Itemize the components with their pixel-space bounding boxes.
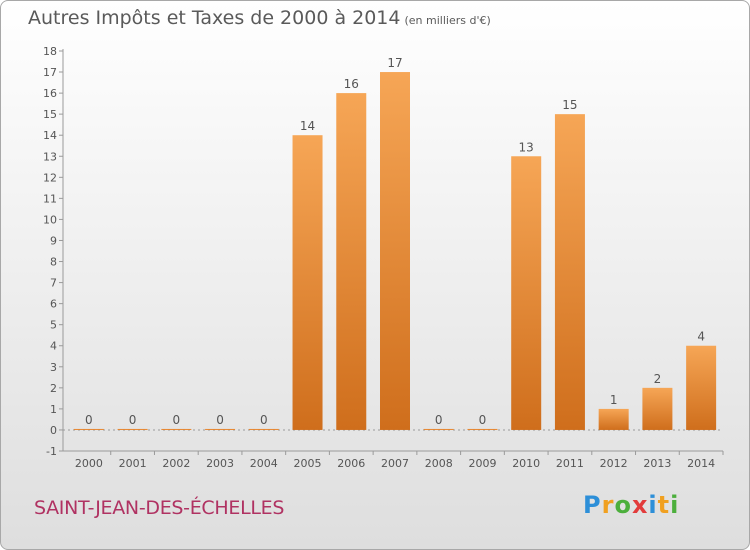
bar	[511, 156, 542, 430]
y-tick-label: 4	[50, 340, 57, 353]
bar	[73, 428, 104, 430]
x-tick-label: 2013	[643, 457, 671, 470]
x-tick-label: 2009	[468, 457, 496, 470]
x-tick-label: 2005	[294, 457, 322, 470]
x-tick-label: 2011	[556, 457, 584, 470]
x-tick-label: 2012	[600, 457, 628, 470]
y-tick-label: 13	[43, 150, 57, 163]
y-tick-label: 1	[50, 403, 57, 416]
x-tick-label: 2000	[75, 457, 103, 470]
x-tick-label: 2003	[206, 457, 234, 470]
y-tick-label: 15	[43, 108, 57, 121]
x-tick-label: 2007	[381, 457, 409, 470]
bar	[642, 387, 673, 430]
data-label: 1	[610, 393, 618, 407]
y-tick-label: 3	[50, 361, 57, 374]
logo-letter: r	[601, 491, 615, 519]
bar	[117, 428, 148, 430]
y-tick-label: 14	[43, 129, 57, 142]
bar	[248, 428, 279, 430]
logo-letter: x	[631, 491, 649, 519]
bar	[380, 72, 410, 430]
data-label: 13	[519, 140, 534, 154]
data-label: 17	[387, 56, 402, 70]
y-tick-label: 2	[50, 382, 57, 395]
logo-letter: o	[614, 491, 632, 519]
bar	[467, 428, 498, 430]
x-tick-label: 2002	[162, 457, 190, 470]
data-label: 0	[173, 413, 181, 427]
y-tick-label: 8	[50, 256, 57, 269]
data-label: 2	[654, 372, 662, 386]
y-tick-label: 16	[43, 87, 57, 100]
y-tick-label: 18	[43, 45, 57, 58]
data-label: 4	[697, 330, 705, 344]
chart-title-main: Autres Impôts et Taxes de 2000 à 2014	[28, 7, 401, 29]
bar	[205, 428, 236, 430]
x-tick-label: 2004	[250, 457, 278, 470]
data-label: 0	[435, 413, 443, 427]
proxiti-logo[interactable]: Proxiti	[583, 491, 679, 519]
y-tick-label: 17	[43, 66, 57, 79]
y-tick-label: 9	[50, 234, 57, 247]
data-label: 0	[85, 413, 93, 427]
chart-title-unit: (en milliers d'€)	[404, 14, 491, 27]
data-label: 0	[260, 413, 268, 427]
y-tick-label: 6	[50, 298, 57, 311]
bar	[161, 428, 192, 430]
bar	[554, 114, 585, 430]
bar	[336, 93, 367, 430]
chart-title: Autres Impôts et Taxes de 2000 à 2014 (en…	[28, 7, 491, 29]
x-tick-label: 2001	[119, 457, 147, 470]
bar	[686, 345, 717, 430]
data-label: 0	[479, 413, 487, 427]
data-label: 0	[216, 413, 224, 427]
x-tick-label: 2014	[687, 457, 715, 470]
x-tick-label: 2006	[337, 457, 365, 470]
y-tick-label: 0	[50, 424, 57, 437]
y-tick-label: 11	[43, 192, 57, 205]
data-label: 14	[300, 119, 315, 133]
data-label: 0	[129, 413, 137, 427]
x-tick-label: 2008	[425, 457, 453, 470]
x-tick-label: 2010	[512, 457, 540, 470]
logo-letter: i	[648, 491, 658, 519]
y-tick-label: 10	[43, 213, 57, 226]
y-tick-label: 7	[50, 277, 57, 290]
bar	[423, 428, 454, 430]
y-tick-label: -1	[46, 445, 57, 458]
bar	[292, 135, 323, 430]
bar	[598, 408, 629, 430]
logo-letter: t	[657, 491, 671, 519]
commune-name: SAINT-JEAN-DES-ÉCHELLES	[34, 497, 285, 519]
logo-letter: i	[670, 491, 680, 519]
logo-letter: P	[583, 491, 602, 519]
data-label: 15	[562, 98, 577, 112]
y-tick-label: 12	[43, 171, 57, 184]
data-label: 16	[344, 77, 359, 91]
y-tick-label: 5	[50, 319, 57, 332]
